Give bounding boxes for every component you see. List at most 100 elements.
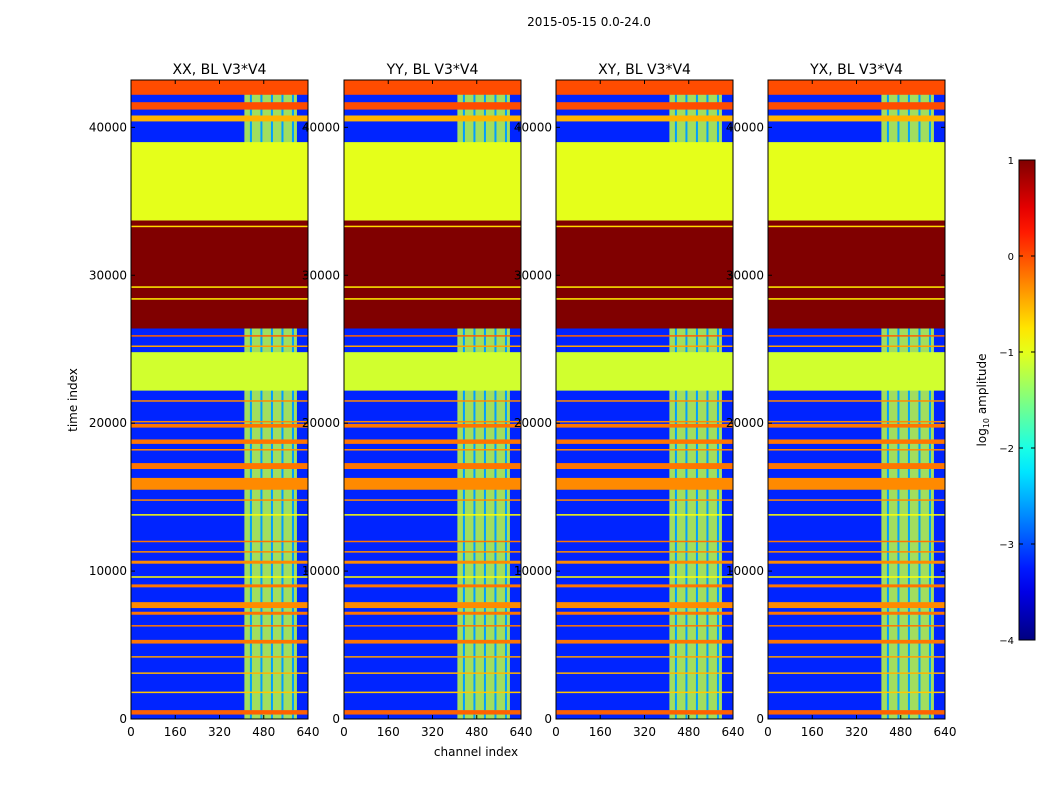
colorbar-tick-label: −1 [999, 348, 1014, 359]
colorbar-tick-label: −2 [999, 444, 1014, 455]
x-tick-label: 320 [845, 725, 868, 739]
colorbar: 1 0 −1 −2 −3 −4 log10 amplitude [975, 156, 1036, 647]
heatmap-channel-stripe [706, 80, 709, 719]
heatmap-line [768, 335, 945, 337]
heatmap-line [768, 449, 945, 451]
x-tick-label: 320 [421, 725, 444, 739]
heatmap-channel-stripe [249, 80, 252, 719]
panel-title: XX, BL V3*V4 [173, 62, 267, 78]
heatmap-channel-stripe [270, 80, 273, 719]
heatmap-band [131, 142, 308, 221]
heatmap-channel-stripe [685, 80, 688, 719]
heatmap-line [344, 345, 521, 347]
heatmap-band [768, 611, 945, 615]
heatmap-line [344, 335, 521, 337]
heatmap-channel-stripe [281, 80, 284, 719]
heatmap-band [556, 220, 733, 329]
heatmap-line [768, 540, 945, 543]
heatmap-line [131, 298, 308, 300]
heatmap-line [556, 691, 733, 694]
heatmap-line [768, 672, 945, 674]
y-tick-label: 20000 [89, 416, 127, 430]
heatmap-line [344, 225, 521, 228]
colorbar-tick-label: −4 [999, 636, 1014, 647]
x-tick-label: 160 [164, 725, 187, 739]
heatmap-line [131, 449, 308, 451]
heatmap-band [556, 352, 733, 391]
heatmap-line [768, 298, 945, 300]
x-tick-label: 160 [377, 725, 400, 739]
heatmap-line [768, 625, 945, 627]
y-axis-label: time index [66, 368, 80, 432]
heatmap-line [131, 691, 308, 694]
heatmap-band [556, 639, 733, 644]
x-tick-label: 640 [934, 725, 957, 739]
y-tick-label: 40000 [89, 120, 127, 134]
heatmap-line [556, 656, 733, 658]
heatmap-band [556, 102, 733, 110]
heatmap-line [768, 499, 945, 501]
x-tick-label: 480 [889, 725, 912, 739]
heatmap-band [131, 602, 308, 609]
x-tick-label: 640 [722, 725, 745, 739]
heatmap-line [556, 335, 733, 337]
heatmap-line [768, 420, 945, 423]
heatmap-line [131, 420, 308, 423]
panel-xy: XY, BL V3*V4 0 160 320 480 640 0 10000 20000 3000… [514, 62, 745, 739]
heatmap-line [556, 225, 733, 228]
panel-title: YX, BL V3*V4 [809, 62, 903, 78]
heatmap-line [768, 225, 945, 228]
y-tick-label: 20000 [302, 416, 340, 430]
heatmap-line [344, 286, 521, 288]
heatmap-band [556, 439, 733, 444]
heatmap-band [131, 584, 308, 588]
heatmap-line [344, 499, 521, 501]
heatmap-band [768, 352, 945, 391]
heatmap-line [344, 691, 521, 694]
heatmap-line [556, 345, 733, 347]
y-tick-label: 30000 [514, 268, 552, 282]
heatmap-line [768, 400, 945, 402]
heatmap-band [131, 611, 308, 615]
colorbar-ticks: 1 0 −1 −2 −3 −4 [999, 156, 1035, 647]
heatmap-band [131, 102, 308, 110]
heatmap-band [344, 611, 521, 615]
heatmap-channel-stripe [674, 80, 677, 719]
heatmap-band [768, 463, 945, 470]
heatmap-channel-stripe [473, 80, 476, 719]
heatmap-line [768, 576, 945, 578]
heatmap-line [556, 420, 733, 423]
x-tick-label: 160 [801, 725, 824, 739]
heatmap-channel-stripe [716, 80, 719, 719]
x-tick-label: 160 [589, 725, 612, 739]
heatmap-line [556, 298, 733, 300]
heatmap-band [768, 584, 945, 588]
heatmap-band [344, 142, 521, 221]
y-tick-label: 0 [756, 712, 764, 726]
heatmap-channel-stripe [897, 80, 900, 719]
figure-suptitle: 2015-05-15 0.0-24.0 [527, 15, 651, 29]
panel-yx: YX, BL V3*V4 0 160 320 480 640 0 10000 20000 3000… [726, 62, 957, 739]
x-tick-label: 320 [208, 725, 231, 739]
heatmap-band [131, 560, 308, 564]
y-tick-label: 0 [119, 712, 127, 726]
heatmap-line [344, 420, 521, 423]
heatmap-band [556, 423, 733, 428]
heatmap-line [556, 449, 733, 451]
y-tick-label: 40000 [302, 120, 340, 134]
colorbar-gradient [1018, 159, 1036, 641]
heatmap-line [768, 551, 945, 553]
heatmap-line [344, 656, 521, 658]
heatmap-band [768, 639, 945, 644]
x-tick-label: 640 [510, 725, 533, 739]
heatmap-band [556, 477, 733, 490]
heatmap-line [131, 400, 308, 402]
heatmap-line [131, 672, 308, 674]
heatmap-line [131, 656, 308, 658]
heatmap-line [556, 514, 733, 516]
heatmap-band [768, 602, 945, 609]
heatmap-line [344, 625, 521, 627]
y-tick-label: 0 [544, 712, 552, 726]
panel-yy: YY, BL V3*V4 0 160 320 480 640 0 10000 20000 3000… [302, 62, 533, 739]
